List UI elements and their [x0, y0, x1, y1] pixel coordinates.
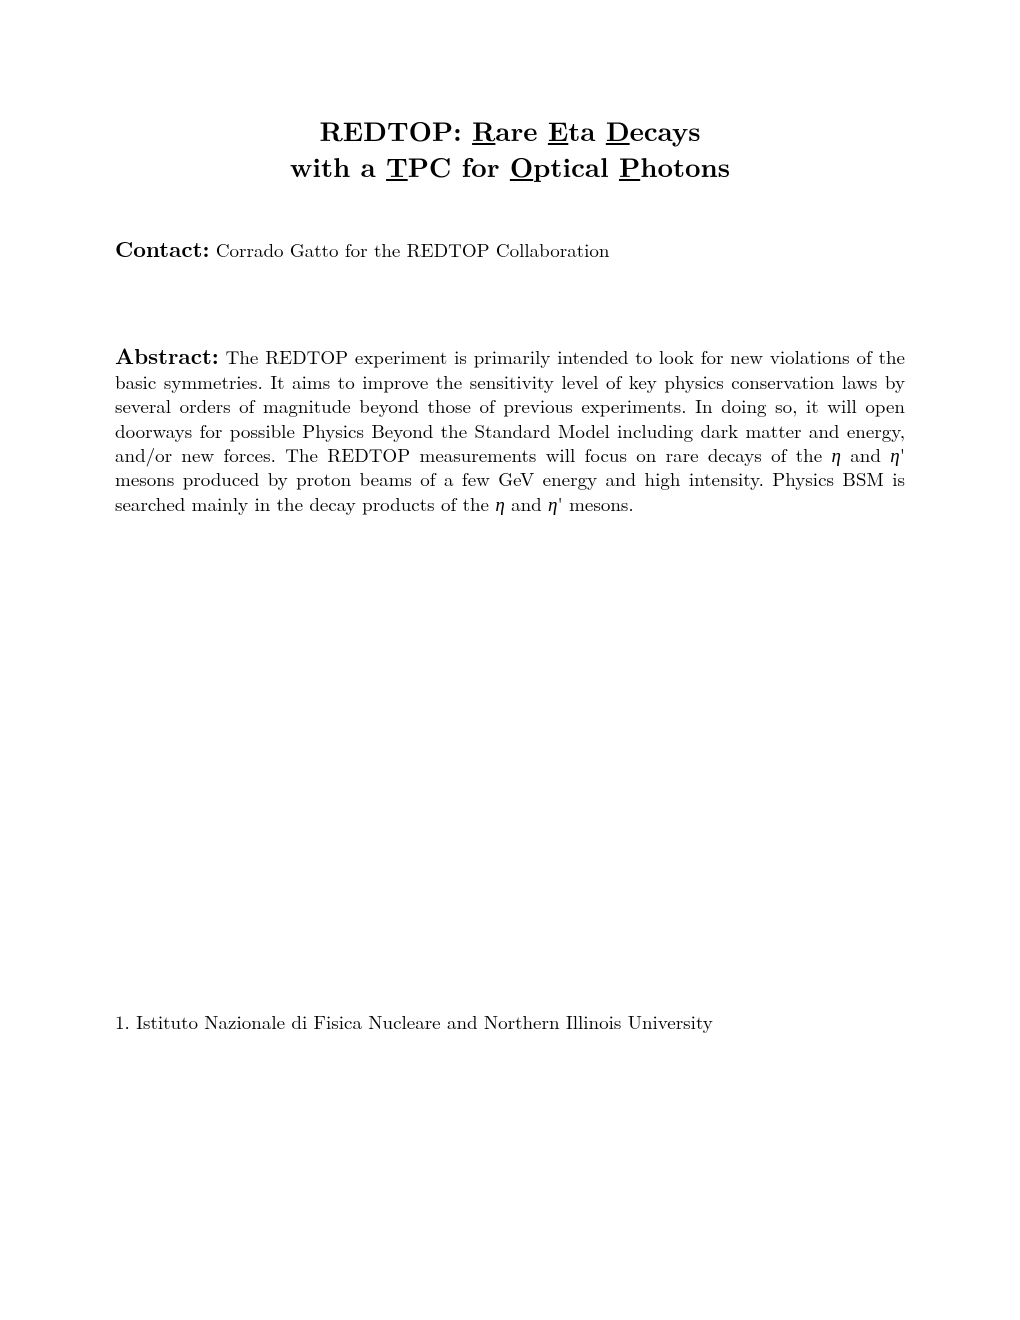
contact-label: Contact: — [115, 233, 210, 264]
paper-title: REDTOP: Rare Eta Decays with a TPC for O… — [115, 112, 905, 185]
title-text: with a — [290, 146, 386, 185]
title-underline: P — [619, 146, 640, 185]
abstract-label: Abstract: — [115, 340, 219, 371]
title-text: ta — [568, 110, 606, 149]
title-text: PC for — [408, 146, 510, 185]
footnote: 1. Istituto Nazionale di Fisica Nucleare… — [115, 1008, 713, 1035]
eta-symbol: η — [890, 441, 899, 468]
title-line-2: with a TPC for Optical Photons — [115, 148, 905, 184]
footnote-text: 1. Istituto Nazionale di Fisica Nucleare… — [115, 1008, 713, 1035]
contact-text: Corrado Gatto for the REDTOP Collaborati… — [210, 236, 610, 263]
title-text: REDTOP: — [319, 110, 472, 149]
abstract-text: ' mesons. — [557, 490, 633, 517]
eta-symbol: η — [832, 441, 841, 468]
title-text: ptical — [533, 146, 619, 185]
abstract-text: and — [505, 490, 548, 517]
contact-section: Contact: Corrado Gatto for the REDTOP Co… — [115, 233, 905, 264]
title-text: are — [495, 110, 547, 149]
title-line-1: REDTOP: Rare Eta Decays — [115, 112, 905, 148]
title-text: hotons — [640, 146, 730, 185]
title-underline: E — [548, 110, 568, 149]
title-underline: O — [510, 146, 533, 185]
abstract-text: and — [841, 441, 890, 468]
title-underline: R — [472, 110, 495, 149]
title-underline: T — [386, 146, 408, 185]
title-text: ecays — [630, 110, 701, 149]
page: REDTOP: Rare Eta Decays with a TPC for O… — [0, 0, 1020, 1320]
abstract-section: Abstract: The REDTOP experiment is prima… — [115, 342, 905, 516]
abstract-text: The REDTOP experiment is primarily inten… — [115, 343, 905, 468]
eta-symbol: η — [495, 490, 504, 517]
title-underline: D — [606, 110, 630, 149]
